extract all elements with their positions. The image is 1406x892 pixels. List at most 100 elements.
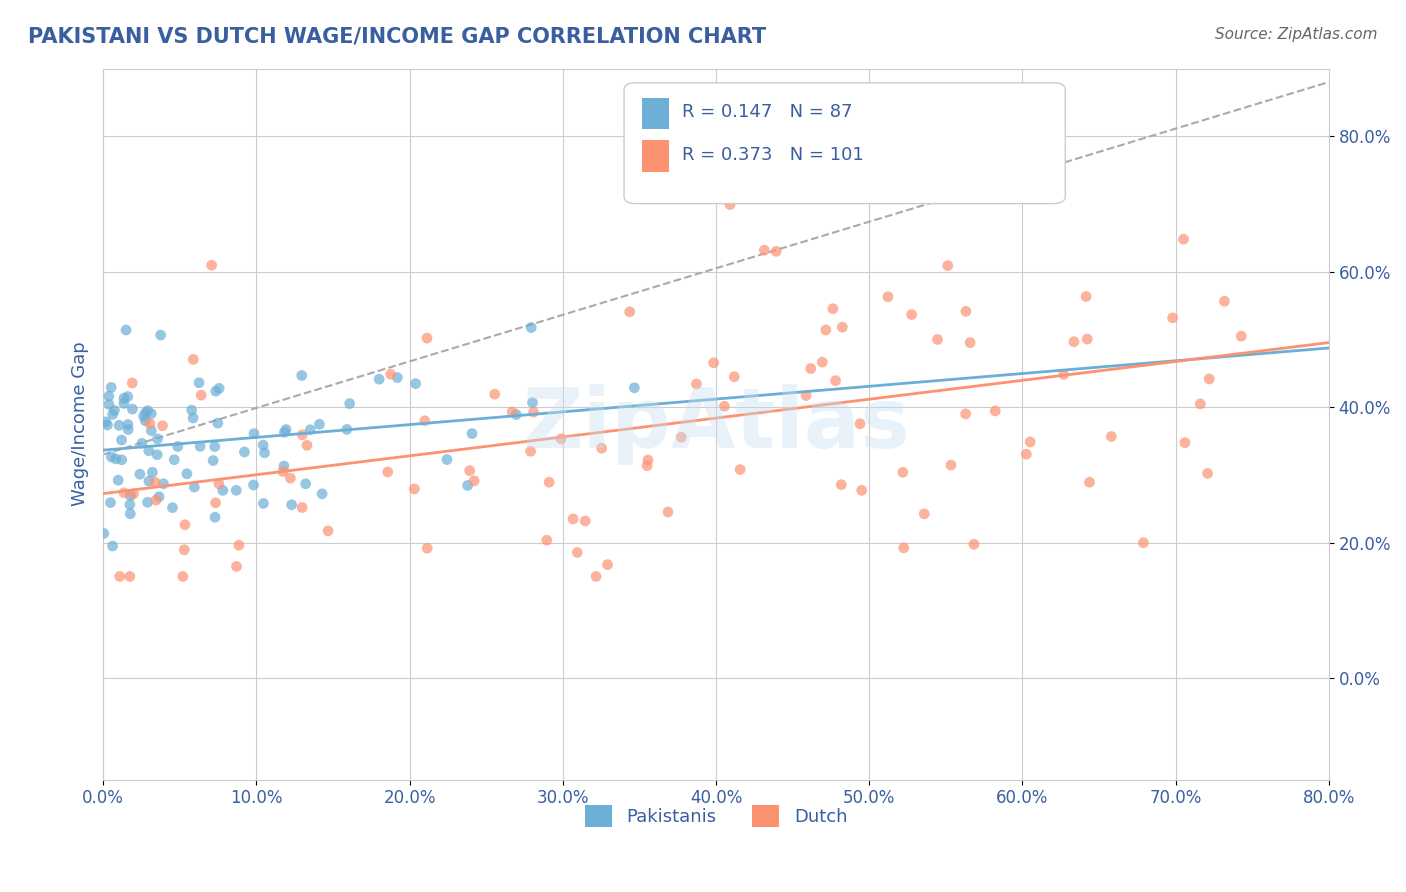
Point [204, 496, 226, 510]
Point [637, 453, 659, 467]
Point [387, 370, 409, 384]
Point [180, 403, 202, 417]
Point [242, 478, 264, 492]
Point [830, 477, 852, 491]
Point [108, 418, 131, 433]
Point [574, 514, 596, 528]
Point [120, 507, 142, 521]
Point [117, 417, 139, 432]
Point [713, 399, 735, 413]
Point [1005, 191, 1028, 205]
Point [368, 372, 391, 386]
Point [893, 541, 915, 555]
Point [162, 500, 184, 515]
Point [118, 498, 141, 512]
Point [201, 258, 224, 272]
Point [1174, 435, 1197, 450]
Point [202, 453, 225, 467]
Point [117, 422, 139, 436]
Point [274, 423, 297, 437]
Point [122, 487, 145, 501]
Point [128, 467, 150, 482]
Point [413, 414, 436, 428]
Point [1173, 232, 1195, 246]
Point [252, 496, 274, 510]
Text: R = 0.373   N = 101: R = 0.373 N = 101 [682, 145, 863, 163]
Point [416, 541, 439, 556]
Point [204, 510, 226, 524]
Point [273, 425, 295, 440]
Point [963, 537, 986, 551]
Point [984, 404, 1007, 418]
Point [416, 331, 439, 345]
Bar [643, 98, 669, 129]
Point [136, 495, 159, 509]
Point [299, 423, 322, 437]
Point [939, 458, 962, 472]
Point [103, 403, 125, 417]
Point [97, 397, 120, 411]
Y-axis label: Wage/Income Gap: Wage/Income Gap [72, 342, 89, 507]
Point [225, 559, 247, 574]
Text: Source: ZipAtlas.com: Source: ZipAtlas.com [1215, 27, 1378, 42]
Point [295, 438, 318, 452]
Point [484, 387, 506, 401]
Point [1074, 289, 1097, 303]
Point [585, 569, 607, 583]
Point [955, 407, 977, 421]
Point [104, 451, 127, 466]
Point [143, 475, 166, 490]
Point [243, 426, 266, 441]
Point [253, 446, 276, 460]
Point [1078, 475, 1101, 490]
Point [134, 414, 156, 428]
Point [107, 473, 129, 487]
Point [814, 323, 837, 337]
Point [152, 418, 174, 433]
Point [152, 476, 174, 491]
Point [174, 517, 197, 532]
Point [404, 482, 426, 496]
Point [166, 440, 188, 454]
Point [591, 441, 613, 455]
Point [1197, 467, 1219, 481]
Point [120, 489, 142, 503]
Point [538, 475, 561, 490]
Point [121, 402, 143, 417]
Point [380, 368, 402, 382]
Point [619, 305, 641, 319]
Bar [643, 140, 669, 171]
Point [1028, 180, 1050, 194]
Point [228, 538, 250, 552]
Point [723, 369, 745, 384]
Point [112, 391, 135, 405]
Point [1132, 535, 1154, 549]
Point [136, 403, 159, 417]
Point [207, 416, 229, 430]
Point [831, 320, 853, 334]
Point [208, 381, 231, 395]
Point [291, 500, 314, 515]
Point [1213, 294, 1236, 309]
Point [118, 569, 141, 583]
Point [110, 433, 132, 447]
Point [849, 417, 872, 431]
Point [794, 388, 817, 402]
Point [336, 422, 359, 436]
Point [115, 323, 138, 337]
Point [522, 395, 544, 409]
Point [121, 376, 143, 390]
Point [851, 483, 873, 498]
Point [1053, 368, 1076, 382]
Point [188, 439, 211, 453]
Point [190, 388, 212, 402]
Point [97, 389, 120, 403]
Point [927, 333, 949, 347]
Point [117, 390, 139, 404]
Point [132, 409, 155, 424]
Point [505, 408, 527, 422]
Point [138, 443, 160, 458]
Point [131, 436, 153, 450]
Point [100, 450, 122, 464]
Point [101, 408, 124, 422]
